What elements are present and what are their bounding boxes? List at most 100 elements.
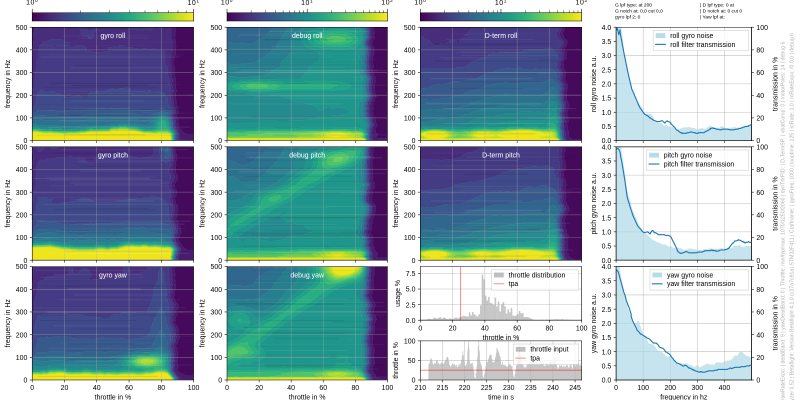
- svg-text:1.0: 1.0: [602, 349, 612, 356]
- svg-text:frequency in hz: frequency in hz: [660, 395, 708, 400]
- svg-text:0: 0: [218, 378, 222, 385]
- svg-text:yaw gyro noise a.u.: yaw gyro noise a.u.: [591, 293, 598, 353]
- svg-text:100: 100: [637, 385, 649, 392]
- svg-text:20: 20: [449, 325, 457, 332]
- svg-text:100: 100: [211, 235, 223, 242]
- svg-text:rcYawRateExpo: | deadBand: 9 |: rcYawRateExpo: | deadBand: 9 | yawDeadBa…: [780, 42, 786, 400]
- svg-text:400: 400: [404, 48, 416, 55]
- svg-text:40: 40: [756, 332, 764, 339]
- svg-text:2.5: 2.5: [602, 187, 612, 194]
- svg-text:400: 400: [211, 167, 223, 174]
- svg-text:0: 0: [412, 258, 416, 265]
- svg-text:500: 500: [211, 144, 223, 151]
- svg-text:80: 80: [351, 385, 359, 392]
- svg-text:4.0: 4.0: [602, 264, 612, 271]
- svg-text:roll filter transmission: roll filter transmission: [670, 42, 735, 49]
- svg-text:20: 20: [756, 116, 764, 123]
- svg-text:40: 40: [756, 93, 764, 100]
- svg-text:2.5: 2.5: [602, 67, 612, 74]
- svg-text:245: 245: [569, 385, 581, 392]
- svg-text:400: 400: [16, 287, 28, 294]
- svg-text:200: 200: [16, 212, 28, 219]
- svg-text:0: 0: [23, 258, 27, 265]
- svg-text:40: 40: [481, 325, 489, 332]
- svg-text:230: 230: [503, 385, 515, 392]
- svg-text:40: 40: [756, 212, 764, 219]
- svg-text:usage %: usage %: [395, 280, 402, 307]
- svg-text:200: 200: [211, 212, 223, 219]
- svg-text:gyro lpf 2: 0: gyro lpf 2: 0: [615, 15, 641, 21]
- svg-text:300: 300: [211, 70, 223, 77]
- svg-text:pitch filter transmission: pitch filter transmission: [664, 161, 735, 168]
- svg-text:1 0 2: 1 0 2: [381, 0, 393, 8]
- svg-text:1 0 2: 1 0 2: [576, 0, 588, 8]
- svg-text:400: 400: [404, 167, 416, 174]
- svg-text:3.0: 3.0: [602, 293, 612, 300]
- svg-text:0: 0: [30, 385, 34, 392]
- svg-text:pitch gyro noise: pitch gyro noise: [664, 153, 713, 160]
- svg-text:0: 0: [218, 258, 222, 265]
- svg-text:1 0 1: 1 0 1: [495, 0, 507, 8]
- svg-text:2.0: 2.0: [602, 321, 612, 328]
- svg-text:2.0: 2.0: [602, 82, 612, 89]
- svg-text:| D notch at: 0 cut 0: | D notch at: 0 cut 0: [700, 9, 742, 15]
- svg-text:100: 100: [404, 235, 416, 242]
- svg-text:time in s: time in s: [488, 395, 514, 400]
- svg-text:200: 200: [404, 212, 416, 219]
- svg-text:yaw gyro noise: yaw gyro noise: [667, 272, 713, 279]
- svg-text:frequency in Hz: frequency in Hz: [393, 59, 400, 108]
- svg-text:frequency in Hz: frequency in Hz: [200, 299, 207, 348]
- svg-text:80: 80: [157, 385, 165, 392]
- svg-text:1 0 1: 1 0 1: [187, 0, 199, 8]
- svg-text:300: 300: [16, 190, 28, 197]
- svg-text:500: 500: [404, 144, 416, 151]
- svg-text:100: 100: [188, 385, 200, 392]
- svg-text:100: 100: [16, 235, 28, 242]
- svg-text:0: 0: [23, 378, 27, 385]
- svg-text:1 0 1: 1 0 1: [301, 0, 313, 8]
- svg-text:throttle in %: throttle in %: [95, 395, 132, 400]
- svg-text:throttle distribution: throttle distribution: [509, 272, 566, 279]
- svg-text:210: 210: [415, 385, 427, 392]
- svg-text:debug roll: debug roll: [292, 33, 323, 40]
- svg-text:4.0: 4.0: [602, 144, 612, 151]
- svg-text:500: 500: [16, 144, 28, 151]
- svg-text:1 0 0: 1 0 0: [26, 0, 38, 8]
- svg-text:400: 400: [211, 287, 223, 294]
- svg-text:debug yaw: debug yaw: [290, 272, 325, 279]
- svg-text:60: 60: [319, 385, 327, 392]
- svg-text:3.5: 3.5: [602, 159, 612, 166]
- svg-text:0: 0: [756, 258, 760, 265]
- svg-text:gyro roll: gyro roll: [101, 33, 126, 40]
- svg-text:225: 225: [481, 385, 493, 392]
- svg-text:1 0 0: 1 0 0: [414, 0, 426, 8]
- svg-text:G notch at: 0,0 cut 0,0: G notch at: 0,0 cut 0,0: [615, 8, 663, 14]
- svg-text:0: 0: [412, 378, 416, 385]
- svg-text:60: 60: [513, 325, 521, 332]
- svg-text:1.5: 1.5: [602, 96, 612, 103]
- svg-text:0: 0: [756, 378, 760, 385]
- svg-text:tpa: tpa: [530, 356, 540, 363]
- svg-text:500: 500: [211, 264, 223, 271]
- svg-text:300: 300: [404, 70, 416, 77]
- svg-text:frequency in Hz: frequency in Hz: [5, 299, 12, 348]
- svg-text:| Yaw lpf at:: | Yaw lpf at:: [700, 15, 725, 21]
- svg-text:D-term pitch: D-term pitch: [482, 153, 520, 160]
- svg-text:2.0: 2.0: [602, 201, 612, 208]
- svg-text:frequency in Hz: frequency in Hz: [200, 59, 207, 108]
- svg-text:100: 100: [404, 339, 416, 346]
- svg-text:throttle in %: throttle in %: [393, 342, 400, 379]
- svg-text:transmission in %: transmission in %: [773, 296, 780, 350]
- svg-text:400: 400: [16, 48, 28, 55]
- svg-text:2.5: 2.5: [602, 307, 612, 314]
- svg-text:PID-Analyzer 0.52 | Betaflight: PID-Analyzer 0.52 | Betaflight: Version …: [789, 33, 795, 400]
- svg-text:frequency in Hz: frequency in Hz: [200, 179, 207, 228]
- svg-text:20: 20: [756, 355, 764, 362]
- svg-text:7.5: 7.5: [406, 271, 416, 278]
- svg-text:0: 0: [225, 385, 229, 392]
- svg-text:500: 500: [16, 25, 28, 32]
- svg-text:G lpf type: at 200: G lpf type: at 200: [615, 2, 652, 8]
- svg-text:3.5: 3.5: [602, 278, 612, 285]
- svg-text:yaw filter transmission: yaw filter transmission: [667, 281, 735, 288]
- svg-text:pitch gyro noise a.u.: pitch gyro noise a.u.: [591, 172, 598, 234]
